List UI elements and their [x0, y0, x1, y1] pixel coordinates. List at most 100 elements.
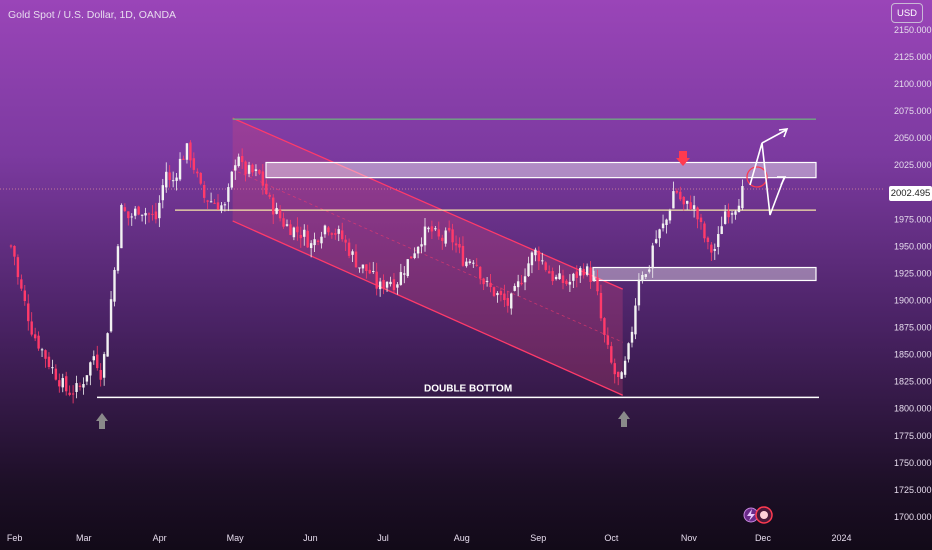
candle-body: [182, 158, 185, 160]
candle-body: [168, 172, 171, 180]
y-tick-label: 1950.000: [894, 241, 932, 251]
x-tick-label: Jun: [303, 533, 318, 543]
candle-body: [134, 208, 137, 216]
candle-body: [227, 187, 230, 202]
candle-body: [16, 257, 20, 278]
candle-body: [603, 318, 606, 335]
candle-body: [510, 293, 513, 309]
candle-body: [403, 273, 406, 275]
candle-body: [58, 380, 61, 387]
candle-body: [651, 245, 654, 269]
candle-body: [323, 225, 327, 235]
candle-body: [175, 177, 178, 181]
currency-selector[interactable]: USD: [891, 3, 923, 23]
y-tick-label: 1975.000: [894, 214, 932, 224]
projection-path: [761, 129, 787, 144]
candle-body: [37, 335, 40, 349]
candle-body: [106, 333, 109, 357]
candle-body: [658, 229, 661, 239]
candle-body: [203, 185, 206, 198]
candle-body: [9, 245, 13, 247]
candle-body: [530, 252, 534, 266]
candle-body: [292, 227, 296, 238]
candle-body: [427, 227, 430, 230]
candle-body: [385, 281, 389, 288]
candle-body: [654, 239, 658, 243]
y-tick-label: 2025.000: [894, 160, 932, 170]
candle-body: [406, 259, 409, 277]
candle-body: [258, 169, 261, 174]
projection-path: [749, 142, 785, 216]
candle-body: [641, 274, 644, 282]
highlight-circle: [746, 166, 768, 188]
candle-body: [717, 234, 720, 247]
candle-body: [68, 392, 71, 395]
candle-body: [82, 384, 85, 388]
candle-body: [33, 334, 37, 339]
candle-body: [568, 281, 572, 285]
candle-body: [171, 180, 175, 182]
candle-body: [416, 246, 420, 254]
candle-body: [75, 383, 78, 392]
candle-body: [165, 171, 168, 188]
candle-body: [65, 376, 68, 392]
candle-body: [327, 227, 330, 233]
candle-body: [140, 214, 144, 216]
candle-body: [151, 213, 154, 215]
candle-body: [354, 251, 358, 268]
candle-body: [206, 200, 209, 202]
candle-body: [554, 276, 558, 280]
x-tick-label: 2024: [831, 533, 851, 543]
candle-body: [527, 263, 530, 277]
y-tick-label: 2125.000: [894, 52, 932, 62]
candle-body: [161, 185, 164, 201]
candle-body: [154, 211, 158, 220]
candle-body: [537, 250, 541, 262]
candle-body: [313, 239, 316, 246]
y-tick-label: 2075.000: [894, 106, 932, 116]
y-tick-label: 1825.000: [894, 377, 932, 387]
supply-zone: [265, 161, 817, 179]
candle-body: [437, 229, 440, 237]
candle-body: [482, 278, 485, 285]
candle-body: [92, 356, 95, 361]
candle-body: [668, 210, 672, 221]
chart-title: Gold Spot / U.S. Dollar, 1D, OANDA: [8, 9, 177, 21]
arrow-up-icon: [618, 411, 630, 427]
candle-body: [275, 207, 278, 214]
candle-body: [627, 343, 630, 360]
candle-body: [679, 191, 682, 200]
candle-body: [382, 279, 385, 289]
candle-body: [544, 262, 547, 270]
candle-body: [461, 245, 465, 266]
x-tick-label: Mar: [76, 533, 92, 543]
candle-body: [309, 243, 313, 249]
candle-body: [234, 165, 237, 171]
demand-zone: [592, 266, 817, 282]
candle-body: [230, 171, 233, 188]
y-tick-label: 1750.000: [894, 458, 932, 468]
candle-body: [320, 236, 323, 244]
candle-body: [689, 202, 692, 209]
candle-body: [558, 273, 561, 280]
candle-body: [306, 230, 309, 248]
candle-body: [261, 171, 265, 186]
channel-lower-line: [232, 220, 623, 396]
arrow-head-icon: [778, 128, 789, 138]
candle-body: [71, 393, 75, 395]
candle-body: [13, 245, 16, 257]
y-tick-label: 1850.000: [894, 350, 932, 360]
candle-body: [503, 293, 506, 301]
candle-body: [99, 369, 102, 380]
candle-body: [254, 169, 258, 172]
candle-body: [240, 156, 244, 163]
candle-body: [447, 227, 451, 231]
candle-body: [727, 210, 730, 218]
candle-body: [109, 299, 113, 332]
candle-body: [479, 266, 482, 279]
current-price-label: 2002.495: [889, 186, 932, 201]
candle-body: [606, 335, 610, 345]
candle-body: [434, 228, 437, 230]
